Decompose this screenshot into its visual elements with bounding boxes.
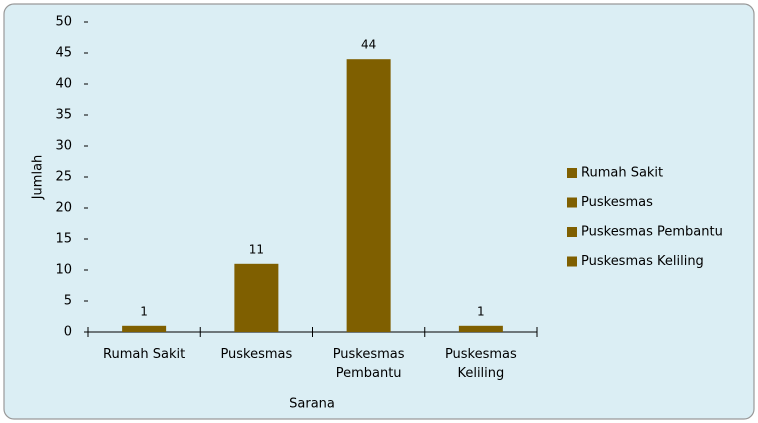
bar xyxy=(122,325,167,332)
x-tick-label: Rumah Sakit xyxy=(103,347,186,362)
legend-swatch xyxy=(567,168,577,178)
y-tick-label: 45 xyxy=(55,46,72,61)
data-label: 44 xyxy=(361,38,376,52)
bar xyxy=(234,263,279,332)
legend-label: Puskesmas xyxy=(581,195,653,210)
legend-label: Puskesmas Keliling xyxy=(581,254,704,269)
y-axis-label: Jumlah xyxy=(31,155,46,201)
x-axis-label: Sarana xyxy=(289,397,335,412)
y-tick-label: 30 xyxy=(55,139,72,154)
y-tick-label: 0 xyxy=(64,325,72,340)
x-tick-label: Puskesmas xyxy=(220,347,293,362)
y-tick-label: 40 xyxy=(55,77,72,92)
legend-swatch xyxy=(567,197,577,208)
legend-swatch xyxy=(567,256,577,267)
legend-label: Rumah Sakit xyxy=(581,166,663,181)
y-tick-label: 10 xyxy=(55,263,72,278)
y-tick-label: 15 xyxy=(55,232,72,247)
y-tick-label: 35 xyxy=(55,108,72,123)
y-tick-label: 25 xyxy=(55,170,72,185)
data-label: 11 xyxy=(249,242,264,256)
data-label: 1 xyxy=(140,304,148,318)
legend-swatch xyxy=(567,227,577,237)
bar xyxy=(458,325,503,332)
x-tick-label: Puskesmas Keliling xyxy=(444,347,517,381)
y-tick-label: 20 xyxy=(55,201,72,216)
y-tick-label: 5 xyxy=(64,294,72,309)
bar xyxy=(346,59,391,332)
data-label: 1 xyxy=(477,304,485,318)
x-tick-label: Puskesmas Pembantu xyxy=(332,347,405,381)
y-tick-label: 50 xyxy=(55,15,72,30)
legend-label: Puskesmas Pembantu xyxy=(581,225,723,240)
